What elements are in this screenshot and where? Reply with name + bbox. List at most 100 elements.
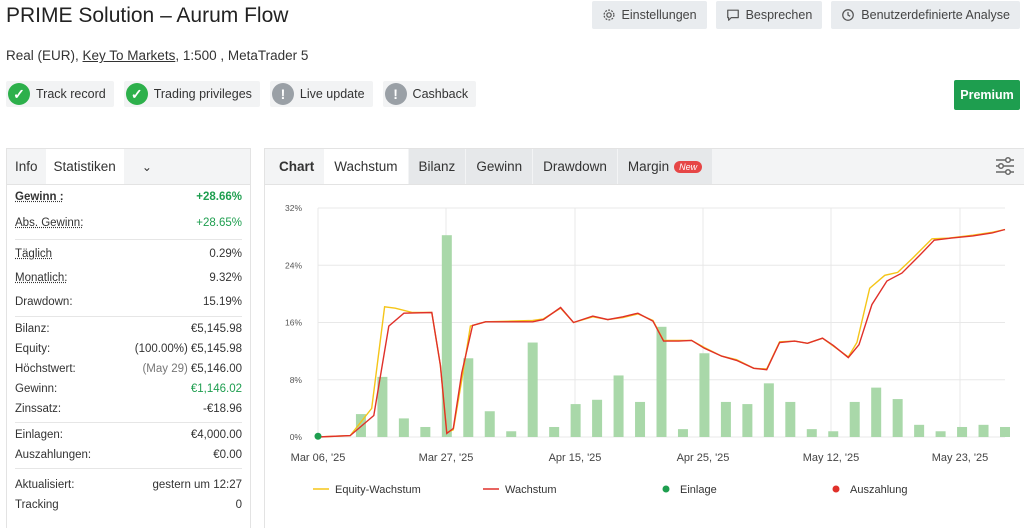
legend-label: Auszahlung — [850, 484, 908, 496]
equity-percent: (100.00%) — [134, 343, 188, 355]
abs-gain-value: +28.65% — [196, 217, 242, 229]
tab-growth[interactable]: Wachstum — [324, 149, 408, 184]
bar — [549, 426, 560, 437]
daily-label[interactable]: Täglich — [15, 248, 53, 260]
equity-label: Equity: — [15, 343, 51, 355]
discuss-button-label: Besprechen — [745, 8, 813, 22]
bar — [441, 235, 452, 437]
sliders-icon[interactable] — [994, 156, 1016, 176]
balance-label: Bilanz: — [15, 323, 50, 335]
bar — [914, 424, 925, 437]
bar — [527, 342, 538, 437]
y-tick-label: 8% — [290, 375, 303, 385]
bar — [506, 431, 517, 437]
check-icon: ✓ — [125, 83, 148, 105]
bar — [763, 383, 774, 437]
badge-cashback[interactable]: ! Cashback — [382, 81, 477, 107]
bar — [720, 401, 731, 437]
chart-tabs: Chart Wachstum Bilanz Gewinn Drawdown Ma… — [265, 149, 1024, 185]
interest-value: -€18.96 — [202, 403, 242, 415]
gain-value: +28.66% — [196, 191, 242, 203]
bar — [420, 426, 431, 437]
gear-icon — [602, 9, 615, 21]
tab-balance[interactable]: Bilanz — [408, 149, 466, 184]
chart-label: Chart — [279, 159, 315, 174]
tab-drawdown[interactable]: Drawdown — [533, 149, 617, 184]
account-details: , 1:500 , MetaTrader 5 — [175, 48, 309, 63]
deposits-value: €4,000.00 — [190, 429, 242, 441]
bar — [871, 387, 882, 437]
discuss-button[interactable]: Besprechen — [715, 1, 823, 29]
withdrawals-label: Auszahlungen: — [15, 449, 92, 461]
deposits-label: Einlagen: — [15, 429, 63, 441]
bar — [398, 418, 409, 437]
tab-statistics[interactable]: Statistiken — [45, 149, 124, 184]
chart-panel: Chart Wachstum Bilanz Gewinn Drawdown Ma… — [264, 148, 1024, 528]
badge-track-record[interactable]: ✓ Track record — [6, 81, 114, 107]
status-badges: ✓ Track record ✓ Trading privileges ! Li… — [6, 81, 477, 107]
equity-amount: €5,145.98 — [190, 343, 242, 355]
gain-label[interactable]: Gewinn : — [15, 191, 64, 203]
badge-label: Track record — [36, 87, 106, 101]
broker-link[interactable]: Key To Markets — [82, 48, 176, 63]
info-panel: Info Statistiken ⌄ Gewinn : +28.66% Abs.… — [6, 148, 251, 528]
x-tick-label: May 23, '25 — [932, 452, 989, 464]
monthly-label[interactable]: Monatlich: — [15, 272, 68, 284]
interest-label: Zinssatz: — [15, 403, 62, 415]
premium-button[interactable]: Premium — [954, 80, 1020, 110]
bar — [849, 401, 860, 437]
abs-gain-label[interactable]: Abs. Gewinn: — [15, 217, 84, 229]
tracking-value: 0 — [235, 499, 242, 511]
updated-label: Aktualisiert: — [15, 479, 75, 491]
updated-value: gestern um 12:27 — [152, 479, 242, 491]
info-tabs: Info Statistiken ⌄ — [7, 149, 250, 185]
bar — [806, 429, 817, 437]
page-title: PRIME Solution – Aurum Flow — [6, 4, 289, 27]
comment-icon — [726, 9, 739, 21]
bar — [892, 399, 903, 437]
y-tick-label: 0% — [290, 432, 303, 442]
tab-profit[interactable]: Gewinn — [466, 149, 533, 184]
daily-value: 0.29% — [209, 248, 242, 260]
settings-button[interactable]: Einstellungen — [591, 1, 707, 29]
badge-live-update[interactable]: ! Live update — [269, 81, 373, 107]
equity-value: (100.00%) €5,145.98 — [135, 343, 242, 355]
y-tick-label: 32% — [285, 203, 302, 213]
highest-label: Höchstwert: — [15, 363, 76, 375]
tab-margin-label: Margin — [627, 159, 670, 174]
chevron-down-icon[interactable]: ⌄ — [141, 159, 152, 174]
top-actions: Einstellungen Besprechen Benutzerdefinie… — [591, 1, 1020, 29]
x-tick-label: Apr 25, '25 — [677, 452, 730, 464]
monthly-value: 9.32% — [209, 272, 242, 284]
bar — [828, 431, 839, 437]
bar — [785, 401, 796, 437]
tab-info[interactable]: Info — [15, 159, 38, 174]
account-type: Real (EUR), — [6, 48, 79, 63]
bar — [592, 399, 603, 437]
bar — [957, 426, 968, 437]
bar — [484, 411, 495, 437]
check-icon: ✓ — [8, 83, 30, 105]
x-tick-label: Apr 15, '25 — [549, 452, 602, 464]
account-subtitle: Real (EUR), Key To Markets, 1:500 , Meta… — [6, 48, 308, 63]
custom-analysis-button[interactable]: Benutzerdefinierte Analyse — [831, 1, 1020, 29]
bar — [978, 424, 989, 437]
drawdown-value: 15.19% — [202, 296, 242, 308]
badge-label: Trading privileges — [153, 87, 252, 101]
balance-value: €5,145.98 — [190, 323, 242, 335]
tab-margin[interactable]: Margin New — [617, 149, 713, 184]
growth-line — [317, 228, 1006, 438]
x-tick-label: May 12, '25 — [803, 452, 860, 464]
highest-date: (May 29) — [142, 363, 188, 375]
highest-value: (May 29) €5,146.00 — [142, 363, 242, 375]
bar — [635, 401, 646, 437]
withdrawals-value: €0.00 — [213, 449, 242, 461]
custom-analysis-button-label: Benutzerdefinierte Analyse — [861, 8, 1010, 22]
bar — [377, 376, 388, 437]
drawdown-label: Drawdown: — [15, 296, 73, 308]
bar — [656, 326, 667, 437]
stats-list: Gewinn : +28.66% Abs. Gewinn: +28.65% Tä… — [7, 187, 250, 515]
bar — [1000, 426, 1010, 437]
badge-trading-privileges[interactable]: ✓ Trading privileges — [123, 81, 260, 107]
legend-label: Equity-Wachstum — [335, 484, 421, 496]
